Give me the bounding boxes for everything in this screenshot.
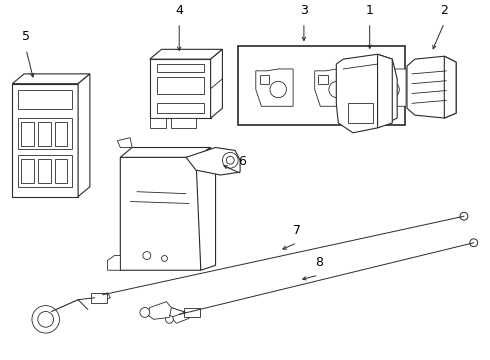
Polygon shape <box>121 157 201 270</box>
Bar <box>157 64 204 72</box>
Polygon shape <box>172 118 196 128</box>
Polygon shape <box>444 56 456 118</box>
Bar <box>18 90 72 109</box>
Bar <box>184 307 200 318</box>
Bar <box>318 75 328 84</box>
Text: 1: 1 <box>366 4 374 17</box>
Text: 6: 6 <box>238 155 246 168</box>
Polygon shape <box>196 148 216 270</box>
Text: 2: 2 <box>441 4 448 17</box>
Circle shape <box>140 307 150 318</box>
Bar <box>157 103 204 113</box>
Text: 8: 8 <box>315 256 322 269</box>
Polygon shape <box>107 256 121 270</box>
Polygon shape <box>150 118 167 128</box>
Text: 5: 5 <box>22 31 30 44</box>
Bar <box>91 293 106 303</box>
Polygon shape <box>211 49 222 118</box>
Bar <box>54 159 67 183</box>
Polygon shape <box>368 69 406 106</box>
Circle shape <box>383 81 399 98</box>
Circle shape <box>470 239 478 247</box>
Circle shape <box>38 311 53 327</box>
Circle shape <box>222 152 238 168</box>
Bar <box>348 103 372 123</box>
Bar <box>18 156 72 187</box>
Bar <box>54 122 67 145</box>
Text: 7: 7 <box>293 224 301 237</box>
Polygon shape <box>121 148 211 157</box>
Bar <box>21 159 34 183</box>
Bar <box>157 77 204 94</box>
Polygon shape <box>172 312 189 323</box>
Polygon shape <box>147 302 172 319</box>
Circle shape <box>329 81 345 98</box>
Circle shape <box>270 81 286 98</box>
Polygon shape <box>186 148 240 175</box>
Polygon shape <box>407 56 456 118</box>
Circle shape <box>460 212 468 220</box>
Polygon shape <box>95 293 110 303</box>
Polygon shape <box>315 69 352 106</box>
Bar <box>238 46 405 125</box>
Polygon shape <box>150 59 211 118</box>
Polygon shape <box>336 54 397 133</box>
Polygon shape <box>378 54 392 128</box>
Polygon shape <box>12 84 78 197</box>
Circle shape <box>32 306 59 333</box>
Bar <box>38 122 50 145</box>
Bar <box>18 118 72 149</box>
Polygon shape <box>12 74 90 84</box>
Text: 3: 3 <box>300 4 308 17</box>
Bar <box>38 159 50 183</box>
Bar <box>260 75 269 84</box>
Circle shape <box>166 315 173 323</box>
Circle shape <box>143 252 151 260</box>
Text: 4: 4 <box>175 4 183 17</box>
Polygon shape <box>150 49 222 59</box>
Polygon shape <box>256 69 293 106</box>
Polygon shape <box>78 74 90 197</box>
Circle shape <box>162 256 168 261</box>
Bar <box>21 122 34 145</box>
Polygon shape <box>118 138 132 148</box>
Circle shape <box>226 156 234 164</box>
Bar <box>372 75 382 84</box>
